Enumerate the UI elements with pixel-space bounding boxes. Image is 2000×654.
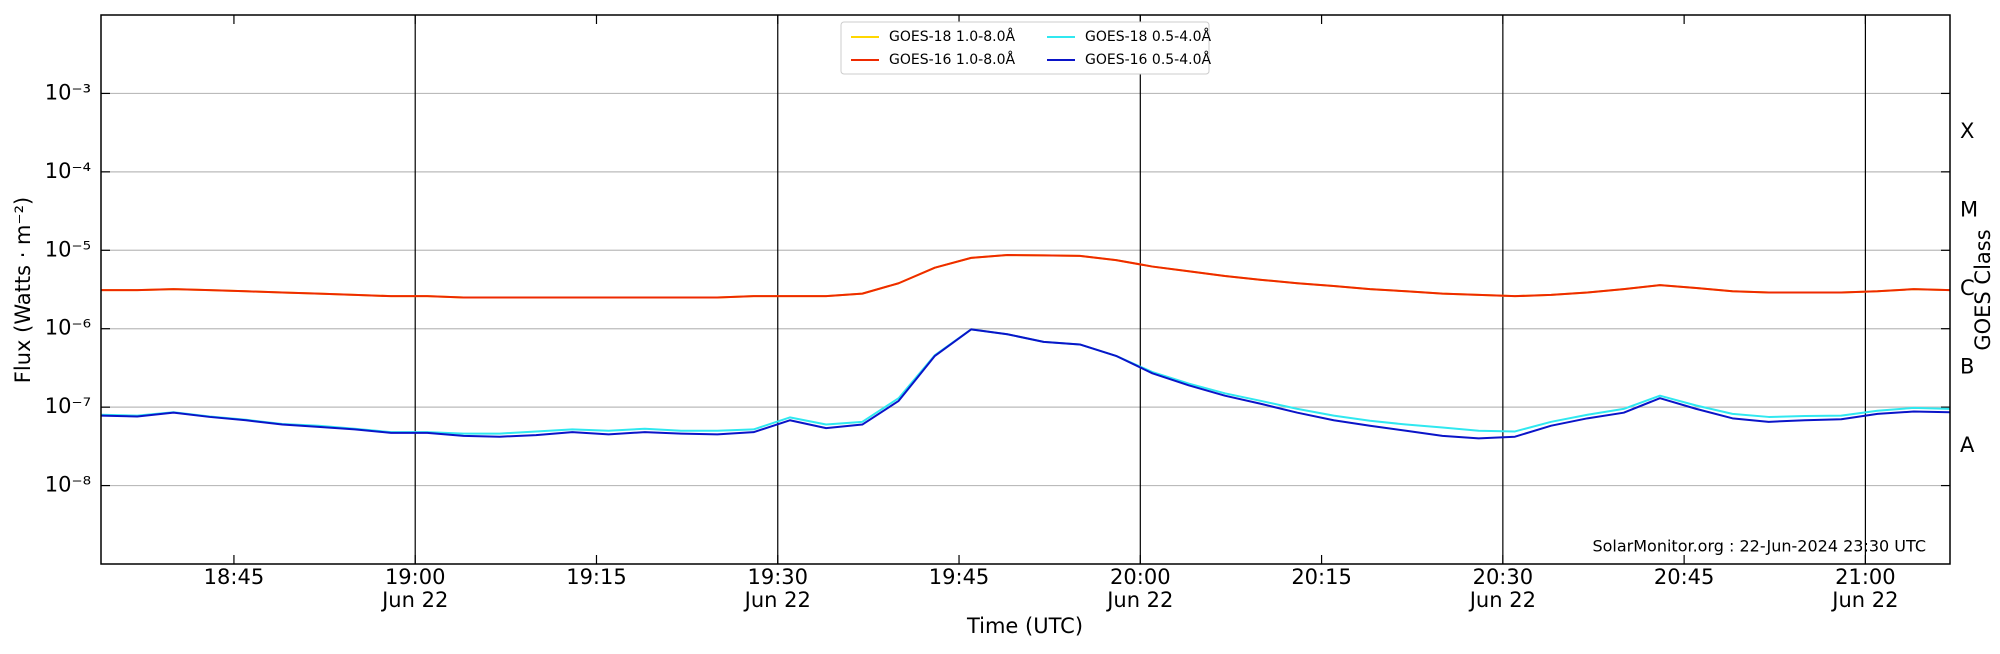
y-tick-label: 10⁻⁸ — [45, 473, 91, 497]
legend: GOES-18 1.0-8.0Å GOES-16 1.0-8.0Å GOES-18 … — [840, 21, 1211, 75]
y-tick-label: 10⁻⁴ — [45, 159, 91, 183]
x-tick-label: 19:00 — [385, 565, 446, 589]
y-tick-label: 10⁻⁶ — [45, 316, 91, 340]
y2-tick-label: X — [1960, 119, 1974, 143]
x-tick-label: 21:00 — [1835, 565, 1896, 589]
legend-label: GOES-16 1.0-8.0Å — [889, 51, 1015, 68]
y-tick-label: 10⁻⁵ — [45, 237, 91, 261]
x-tick-label: 19:15 — [566, 565, 627, 589]
annotation: SolarMonitor.org : 22-Jun-2024 23:30 UTC — [1592, 537, 1926, 556]
y2-tick-label: B — [1960, 355, 1974, 379]
x-tick-label: Jun 22 — [1105, 588, 1173, 612]
legend-label: GOES-18 0.5-4.0Å — [1085, 28, 1211, 45]
x-tick-label: 20:30 — [1473, 565, 1534, 589]
series-line — [101, 254, 1950, 299]
x-tick-label: Jun 22 — [1830, 588, 1898, 612]
legend-label: GOES-16 0.5-4.0Å — [1085, 51, 1211, 68]
x-tick-label: 20:15 — [1291, 565, 1352, 589]
y2-axis-label: GOES Class — [1971, 229, 1995, 350]
series-line — [101, 254, 1950, 299]
x-tick-label: Jun 22 — [380, 588, 448, 612]
y-tick-label: 10⁻⁷ — [45, 394, 91, 418]
legend-box — [840, 21, 1210, 75]
legend-label: GOES-18 1.0-8.0Å — [889, 28, 1015, 45]
y-axis-label: Flux (Watts · m⁻²) — [11, 197, 35, 383]
x-axis-label: Time (UTC) — [966, 614, 1083, 638]
y2-tick-label: A — [1960, 433, 1975, 457]
series-line — [101, 328, 1950, 435]
x-tick-label: Jun 22 — [1468, 588, 1536, 612]
x-tick-label: Jun 22 — [743, 588, 811, 612]
x-tick-label: 19:45 — [929, 565, 990, 589]
x-tick-label: 19:30 — [747, 565, 808, 589]
series-line — [101, 328, 1950, 440]
y-tick-label: 10⁻³ — [45, 80, 91, 104]
x-tick-label: 20:45 — [1654, 565, 1715, 589]
x-tick-label: 20:00 — [1110, 565, 1171, 589]
y2-tick-label: C — [1960, 276, 1975, 300]
y2-tick-label: M — [1960, 198, 1978, 222]
x-tick-label: 18:45 — [204, 565, 265, 589]
plot-frame — [100, 14, 1951, 565]
